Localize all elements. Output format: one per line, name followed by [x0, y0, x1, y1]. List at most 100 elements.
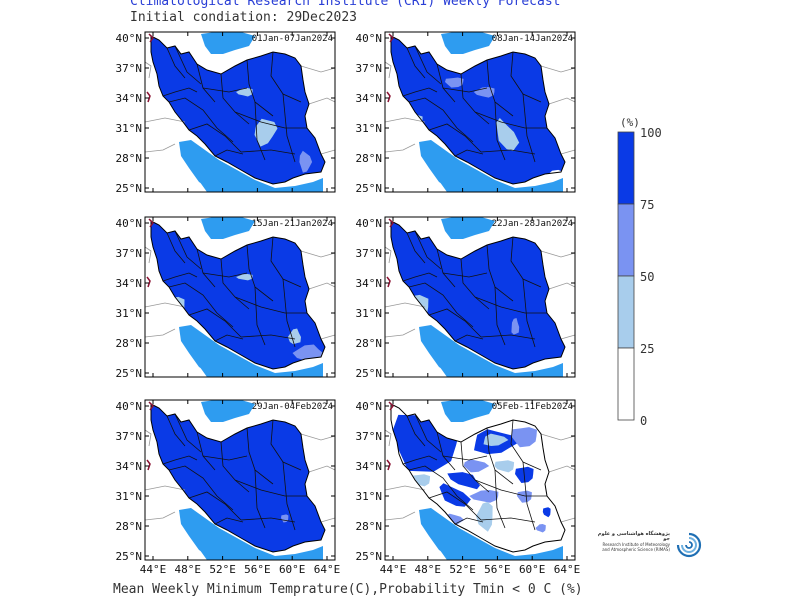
lat-tick-label: 37°N	[356, 62, 383, 75]
province-border	[246, 427, 274, 485]
neighbor-border	[144, 485, 186, 491]
province-border	[168, 282, 234, 328]
gulf-of-oman	[179, 325, 323, 377]
logo-en-text-1: Research Institute of Meteorology	[602, 542, 671, 547]
lat-tick-label: 25°N	[116, 550, 143, 563]
province-border	[234, 296, 307, 314]
province-border	[494, 469, 506, 529]
province-border	[270, 419, 302, 471]
probability-area	[292, 344, 323, 361]
province-border	[454, 149, 484, 157]
province-border	[202, 87, 248, 93]
province-border	[454, 517, 484, 525]
province-border	[168, 465, 234, 511]
province-border	[166, 232, 186, 264]
legend-tick-label: 75	[640, 198, 654, 212]
lat-tick-label: 37°N	[116, 247, 143, 260]
lon-tick-label: 44°E	[380, 563, 407, 576]
lon-tick-label: 64°E	[554, 563, 581, 576]
probability-area	[517, 490, 532, 503]
province-border	[166, 47, 186, 79]
province-border	[402, 272, 438, 282]
neighbor-border	[560, 149, 576, 155]
province-border	[474, 296, 547, 314]
province-border	[234, 479, 307, 497]
lat-tick-label: 34°N	[116, 277, 143, 290]
province-border	[480, 517, 536, 523]
panel-period-label: 15Jan-21Jan2024	[252, 219, 333, 229]
legend-swatch	[617, 131, 635, 205]
gulf-of-oman	[419, 140, 563, 192]
lat-tick-label: 34°N	[356, 460, 383, 473]
lon-tick-label: 52°E	[209, 563, 236, 576]
neighbor-border	[144, 61, 152, 79]
province-border	[408, 282, 474, 328]
legend-swatch	[617, 203, 635, 277]
province-border	[202, 455, 248, 461]
province-border	[510, 419, 542, 471]
gulf-of-oman	[179, 140, 323, 192]
neighbor-border	[308, 97, 336, 105]
lon-tick-label: 60°E	[279, 563, 306, 576]
lon-tick-label: 44°E	[140, 563, 167, 576]
lat-tick-label: 28°N	[116, 337, 143, 350]
legend-swatch	[617, 275, 635, 349]
lat-tick-label: 31°N	[116, 490, 143, 503]
province-border	[494, 101, 506, 161]
province-border	[234, 111, 307, 129]
province-border	[480, 149, 536, 155]
map-panel: 08Jan-14Jan2024 40°N 37°N 34°N 31°N 28°N 25°N	[356, 31, 576, 195]
probability-area	[494, 460, 515, 473]
lat-tick-label: 40°N	[116, 400, 143, 413]
neighbor-border	[560, 517, 576, 523]
neighbor-border	[144, 429, 152, 447]
lat-tick-label: 40°N	[356, 217, 383, 230]
country-border	[150, 220, 326, 370]
logo-fa-text: پژوهشگاه هواشناسی و علوم جو	[597, 531, 670, 542]
map-panel: 22Jan-28Jan2024 40°N 37°N 34°N 31°N 28°N 25°N	[356, 216, 576, 380]
neighbor-border	[384, 246, 392, 264]
lat-tick-label: 25°N	[116, 367, 143, 380]
province-border	[414, 45, 442, 85]
province-border	[254, 286, 266, 346]
neighbor-border	[548, 282, 576, 290]
lat-tick-label: 40°N	[116, 217, 143, 230]
caspian-sea	[201, 32, 255, 54]
lake-outline	[146, 218, 154, 288]
neighbor-border	[144, 143, 176, 153]
province-border	[408, 97, 474, 143]
probability-area	[287, 328, 301, 345]
province-border	[486, 244, 514, 302]
province-border	[254, 469, 266, 529]
province-border	[442, 455, 488, 461]
province-border	[188, 123, 242, 153]
province-border	[162, 455, 198, 465]
lat-tick-label: 25°N	[356, 550, 383, 563]
probability-area	[299, 150, 313, 173]
province-border	[214, 517, 244, 525]
neighbor-border	[300, 433, 336, 441]
probability-area	[511, 318, 520, 335]
country-border	[390, 220, 566, 370]
probability-area	[476, 501, 493, 532]
province-border	[202, 272, 248, 278]
map-subtitle: Initial condiation: 29Dec2023	[130, 10, 357, 25]
neighbor-border	[384, 429, 392, 447]
legend-tick-label: 0	[640, 414, 647, 428]
lat-tick-label: 28°N	[356, 520, 383, 533]
province-border	[474, 479, 547, 497]
neighbor-border	[540, 65, 576, 73]
caspian-sea	[201, 217, 255, 239]
gulf-of-oman	[419, 325, 563, 377]
neighbor-border	[384, 143, 416, 153]
probability-area	[483, 433, 509, 446]
panel-frame	[144, 399, 336, 561]
neighbor-border	[384, 485, 426, 491]
panel-frame	[384, 31, 576, 193]
province-border	[406, 232, 426, 264]
neighbor-border	[320, 334, 336, 340]
panel-period-label: 29Jan-04Feb2024	[252, 402, 333, 412]
panel-frame	[384, 216, 576, 378]
neighbor-border	[300, 250, 336, 258]
lat-tick-label: 34°N	[356, 92, 383, 105]
